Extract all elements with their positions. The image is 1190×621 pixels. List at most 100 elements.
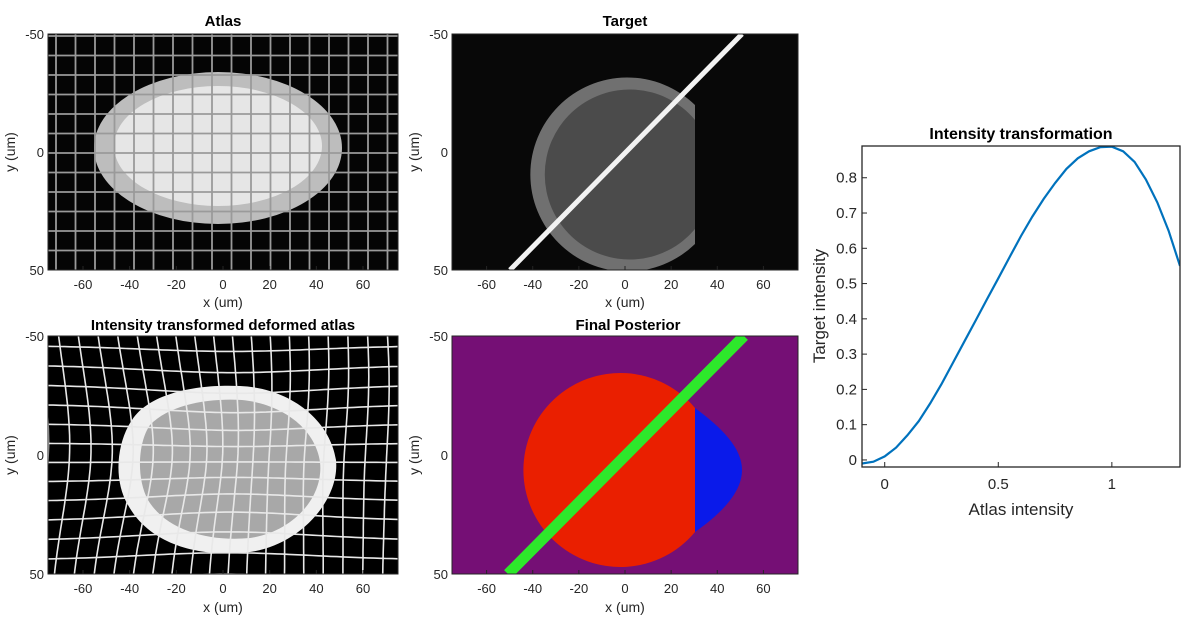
x-tick-label: 0	[219, 581, 226, 596]
deformed-x-label: x (um)	[203, 599, 243, 615]
warped-grid-line-horizontal	[48, 423, 398, 432]
deformed-y-label: y (um)	[2, 435, 18, 475]
y-tick-label: 0	[37, 448, 44, 463]
warped-grid-line-horizontal	[48, 511, 398, 521]
y-tick-label: 50	[30, 263, 44, 278]
x-tick-label: 20	[262, 277, 276, 292]
x-tick-label: 0	[621, 581, 628, 596]
target-x-ticks: -60 -40 -20 0 20 40 60	[477, 266, 771, 292]
warped-grid-line-horizontal	[48, 384, 398, 395]
posterior-blue-segment	[695, 408, 742, 532]
y-tick-label: 0.3	[836, 346, 857, 363]
posterior-y-ticks: -50 0 50	[429, 329, 448, 582]
x-tick-label: 60	[756, 581, 770, 596]
x-tick-label: 40	[710, 277, 724, 292]
x-tick-label: 60	[356, 581, 370, 596]
intensity-x-label: Atlas intensity	[969, 500, 1074, 519]
x-tick-label: -20	[569, 277, 588, 292]
y-tick-label: 0	[441, 145, 448, 160]
target-y-label: y (um)	[406, 132, 422, 172]
x-tick-label: 0.5	[988, 476, 1009, 493]
x-tick-label: -60	[74, 581, 93, 596]
warped-grid-line-horizontal	[48, 493, 398, 502]
panel-deformed-atlas: Intensity transformed deformed atlas -60…	[2, 317, 399, 615]
warped-grid-line-horizontal	[48, 552, 398, 560]
y-tick-label: 0.5	[836, 276, 857, 293]
panel-atlas: Atlas -60 -40 -20 0 20 40 60 -50 0 50 x (um) y (…	[2, 13, 399, 310]
y-tick-label: 0	[441, 448, 448, 463]
y-tick-label: 0.4	[836, 311, 857, 328]
warped-grid-line-horizontal	[48, 461, 398, 464]
target-line	[508, 34, 744, 270]
posterior-y-label: y (um)	[406, 435, 422, 475]
x-tick-label: -20	[167, 581, 186, 596]
posterior-x-ticks: -60 -40 -20 0 20 40 60	[477, 570, 771, 596]
x-tick-label: -40	[120, 277, 139, 292]
x-tick-label: -20	[167, 277, 186, 292]
x-tick-label: 1	[1108, 476, 1116, 493]
atlas-grid	[48, 34, 398, 270]
deformed-grid	[48, 336, 398, 574]
y-tick-label: 50	[30, 567, 44, 582]
x-tick-label: 40	[309, 277, 323, 292]
x-tick-label: 20	[664, 277, 678, 292]
y-tick-label: 0.7	[836, 205, 857, 222]
y-tick-label: 0	[37, 145, 44, 160]
x-tick-label: 20	[664, 581, 678, 596]
atlas-x-ticks: -60 -40 -20 0 20 40 60	[74, 266, 370, 292]
deformed-y-ticks: -50 0 50	[25, 329, 44, 582]
x-tick-label: -40	[523, 277, 542, 292]
posterior-x-label: x (um)	[605, 599, 645, 615]
deformed-x-ticks: -60 -40 -20 0 20 40 60	[74, 570, 370, 596]
warped-grid-line-horizontal	[48, 365, 398, 374]
y-tick-label: -50	[429, 27, 448, 42]
panel-target: Target -60 -40 -20 0 20 40 60 -50 0 50 x (um) y …	[406, 13, 799, 310]
posterior-title: Final Posterior	[575, 317, 680, 334]
intensity-title: Intensity transformation	[929, 126, 1112, 143]
y-tick-label: 50	[434, 263, 448, 278]
y-tick-label: 0	[849, 452, 857, 469]
y-tick-label: 0.1	[836, 417, 857, 434]
x-tick-label: -20	[569, 581, 588, 596]
atlas-title: Atlas	[205, 13, 242, 30]
warped-grid-line-horizontal	[48, 404, 398, 414]
x-tick-label: 20	[262, 581, 276, 596]
panel-intensity-transformation: 0 0.5 1 0 0.1 0.2 0.3 0.4 0.5 0.6 0.7 0.8 Intensity…	[810, 126, 1181, 519]
x-tick-label: 60	[356, 277, 370, 292]
posterior-green-line	[504, 336, 748, 574]
y-tick-label: -50	[429, 329, 448, 344]
intensity-frame	[861, 145, 1181, 468]
warped-grid-line-horizontal	[48, 345, 398, 353]
warped-grid-line-horizontal	[48, 476, 398, 483]
atlas-y-ticks: -50 0 50	[25, 27, 44, 278]
intensity-curve	[862, 146, 1180, 465]
warped-grid-line-horizontal	[48, 442, 398, 448]
target-y-ticks: -50 0 50	[429, 27, 448, 278]
x-tick-label: 60	[756, 277, 770, 292]
panel-final-posterior: Final Posterior -60 -40 -20 0 20 40 60 -50050 …	[406, 317, 799, 615]
deformed-ellipse-inner	[139, 399, 321, 539]
x-tick-label: 0	[881, 476, 889, 493]
x-tick-label: 0	[621, 277, 628, 292]
intensity-y-label: Target intensity	[810, 248, 829, 363]
deformed-title: Intensity transformed deformed atlas	[91, 317, 355, 334]
x-tick-label: 40	[710, 581, 724, 596]
y-tick-label: -50	[25, 329, 44, 344]
y-tick-label: 0.8	[836, 170, 857, 187]
x-tick-label: -60	[477, 277, 496, 292]
intensity-plot-area	[862, 146, 1180, 467]
x-tick-label: -40	[120, 581, 139, 596]
x-tick-label: -40	[523, 581, 542, 596]
warped-grid-line-horizontal	[48, 531, 398, 541]
intensity-ticks: 0 0.5 1 0 0.1 0.2 0.3 0.4 0.5 0.6 0.7 0.8	[836, 170, 1116, 493]
y-tick-label: 50	[434, 567, 448, 582]
x-tick-label: 40	[309, 581, 323, 596]
x-tick-label: -60	[477, 581, 496, 596]
y-tick-label: -50	[25, 27, 44, 42]
target-title: Target	[603, 13, 648, 30]
x-tick-label: -60	[74, 277, 93, 292]
target-disc	[544, 89, 695, 260]
y-tick-label: 0.6	[836, 240, 857, 257]
y-tick-label: 0.2	[836, 381, 857, 398]
